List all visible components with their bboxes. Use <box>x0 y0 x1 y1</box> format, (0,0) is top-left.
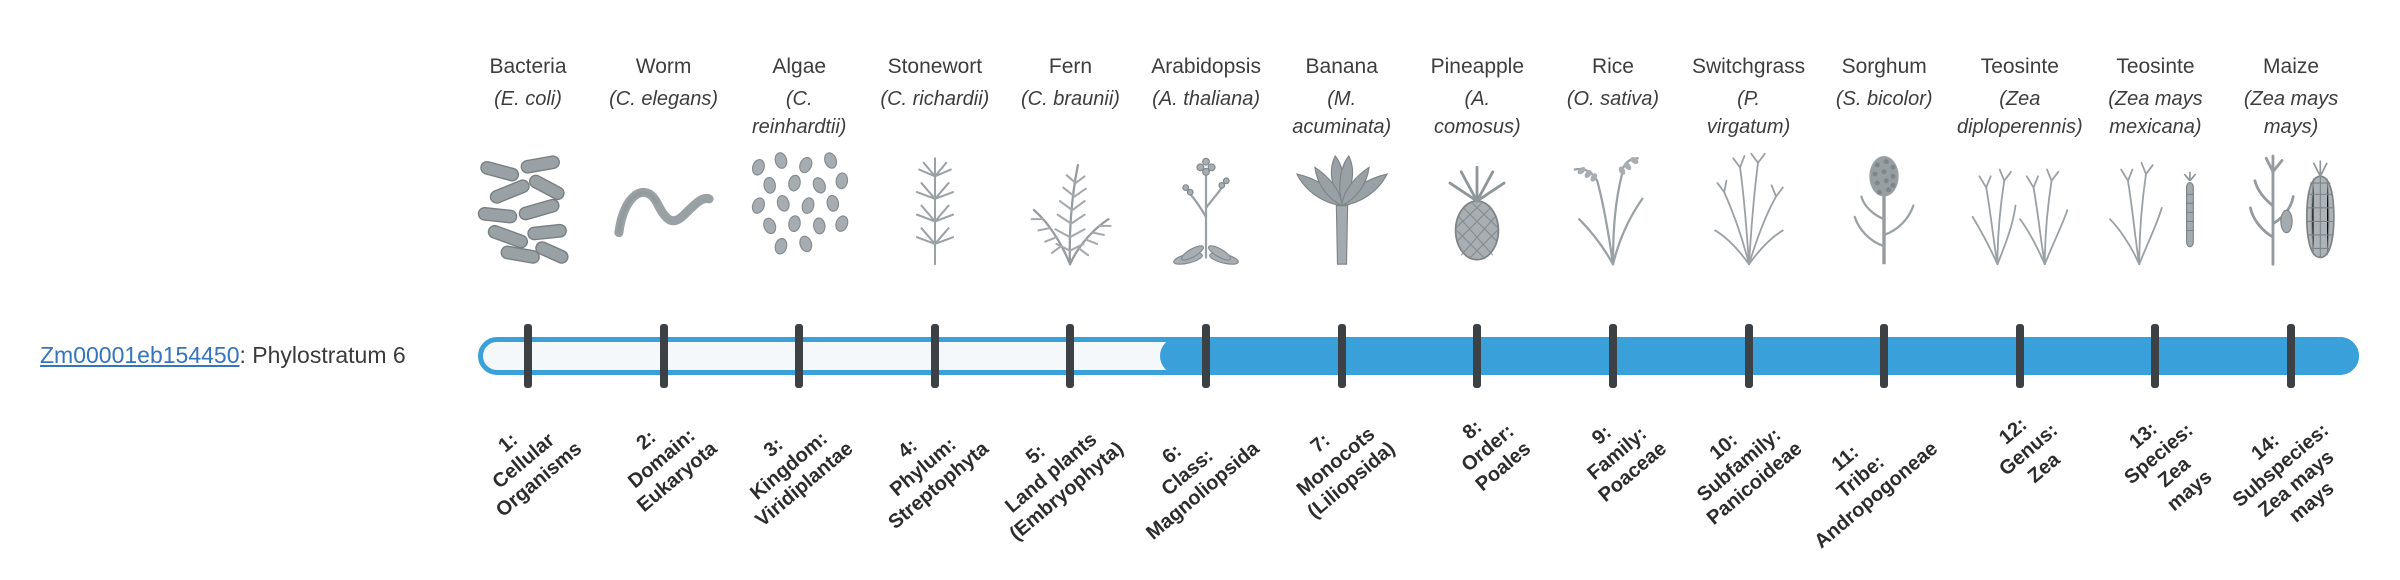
organism-column: Stonewort (C. richardii) <box>850 54 1020 271</box>
organism-common-name: Algae <box>772 55 827 78</box>
phylostratum-label: 11: Tribe: Andropogoneae <box>1810 437 1942 553</box>
arabidopsis-icon <box>1121 141 1291 271</box>
organism-scientific-name: (C. elegans) <box>609 88 719 110</box>
phylostratum-tick <box>1880 324 1889 388</box>
organism-scientific-name: (M. acuminata) <box>1292 88 1392 138</box>
phylostratum-label: 1: Cellular Organisms <box>487 428 586 522</box>
organism-common-name: Worm <box>635 55 692 78</box>
organism-common-name: Pineapple <box>1430 55 1525 78</box>
organism-scientific-name: (C. richardii) <box>880 88 990 110</box>
organism-column: Bacteria (E. coli) <box>443 54 613 271</box>
phylostratum-label: 2: Domain: Eukaryota <box>624 424 722 517</box>
organism-column: Rice (O. sativa) <box>1528 54 1698 271</box>
phylostratum-label: 9: Family: Poaceae <box>1583 421 1671 507</box>
phylostratum-label: 7: Monocots (Liliopsida) <box>1292 423 1400 523</box>
worm-icon <box>579 141 749 271</box>
bacteria-icon <box>443 141 613 271</box>
phylostratum-tick <box>1608 324 1617 388</box>
phylostratum-tick <box>1066 324 1075 388</box>
organism-scientific-name: (P. virgatum) <box>1706 88 1791 138</box>
phylostratum-label: 4: Phylum: Streptophyta <box>883 433 993 534</box>
organism-scientific-name: (A. thaliana) <box>1152 88 1261 110</box>
phylostratum-tick <box>930 324 939 388</box>
phylostratum-label: 5: Land plants (Embryophyta) <box>1001 428 1129 546</box>
organism-common-name: Banana <box>1305 55 1378 78</box>
organism-scientific-name: (A. comosus) <box>1433 88 1521 138</box>
teosinte-mex-icon <box>2070 141 2240 271</box>
organism-common-name: Maize <box>2263 55 2320 78</box>
organism-scientific-name: (O. sativa) <box>1566 88 1660 110</box>
organism-common-name: Sorghum <box>1841 55 1927 78</box>
phylostratum-label: 10: Subfamily: Panicoideae <box>1692 423 1807 530</box>
organism-column: Pineapple (A. comosus) <box>1392 54 1562 271</box>
phylostratum-tick <box>1473 324 1482 388</box>
organism-column: Algae (C. reinhardtii) <box>714 54 884 271</box>
phylostratum-tick <box>2015 324 2024 388</box>
organism-common-name: Stonewort <box>887 55 983 78</box>
sorghum-icon <box>1799 141 1969 271</box>
phylostratum-label: 6: Class: Magnoliopsida <box>1142 437 1264 545</box>
organism-common-name: Fern <box>1048 55 1093 78</box>
teosinte-diplo-icon <box>1935 141 2105 271</box>
phylostratum-tick <box>2287 324 2296 388</box>
organism-common-name: Rice <box>1591 55 1634 78</box>
organism-scientific-name: (S. bicolor) <box>1835 88 1933 110</box>
organism-common-name: Teosinte <box>2116 55 2195 78</box>
phylostratum-tick <box>1337 324 1346 388</box>
phylostratum-tick <box>659 324 668 388</box>
maize-icon <box>2206 141 2376 271</box>
organism-scientific-name: (E. coli) <box>494 88 562 110</box>
organism-column: Worm (C. elegans) <box>579 54 749 271</box>
stonewort-icon <box>850 141 1020 271</box>
organism-scientific-name: (Zea mays mexicana) <box>2108 88 2203 138</box>
phylostratum-tick <box>795 324 804 388</box>
organism-column: Teosinte (Zea diploperennis) <box>1935 54 2105 271</box>
switchgrass-icon <box>1664 141 1834 271</box>
organism-common-name: Teosinte <box>1980 55 2059 78</box>
gene-link[interactable]: Zm00001eb154450 <box>40 342 240 368</box>
organism-column: Fern (C. braunii) <box>985 54 1155 271</box>
rice-icon <box>1528 141 1698 271</box>
gene-label-suffix: : Phylostratum 6 <box>239 342 406 368</box>
organism-scientific-name: (C. braunii) <box>1021 88 1120 110</box>
phylostratum-label: 14: Subspecies: Zea mays mays <box>2228 419 2339 528</box>
organism-common-name: Arabidopsis <box>1151 55 1261 78</box>
organism-common-name: Bacteria <box>489 55 567 78</box>
organism-column: Switchgrass (P. virgatum) <box>1664 54 1834 271</box>
phylostratum-label: 12: Genus: Zea <box>1995 413 2065 488</box>
organism-column: Maize (Zea mays mays) <box>2206 54 2376 271</box>
fern-icon <box>985 141 1155 271</box>
phylostratum-label: 8: Order: Poales <box>1457 415 1535 496</box>
organism-column: Arabidopsis (A. thaliana) <box>1121 54 1291 271</box>
phylostratum-label: 13: Species: Zea mays <box>2120 417 2217 516</box>
organism-common-name: Switchgrass <box>1691 55 1806 78</box>
organism-column: Sorghum (S. bicolor) <box>1799 54 1969 271</box>
organism-column: Banana (M. acuminata) <box>1257 54 1427 271</box>
phylostratum-label: 3: Kingdom: Viridiplantae <box>745 427 857 532</box>
algae-icon <box>714 141 884 271</box>
organism-scientific-name: (Zea mays mays) <box>2243 88 2339 138</box>
pineapple-icon <box>1392 141 1562 271</box>
phylostratum-tick <box>1744 324 1753 388</box>
organism-scientific-name: (Zea diploperennis) <box>1956 88 2083 138</box>
organism-column: Teosinte (Zea mays mexicana) <box>2070 54 2240 271</box>
gene-label: Zm00001eb154450: Phylostratum 6 <box>40 341 406 369</box>
phylostratum-tick <box>1202 324 1211 388</box>
organism-scientific-name: (C. reinhardtii) <box>751 88 847 138</box>
phylostratum-tick <box>524 324 532 388</box>
phylostrata-bar-fill <box>1160 337 2359 375</box>
phylostratum-tick <box>2151 324 2160 388</box>
banana-icon <box>1257 141 1427 271</box>
